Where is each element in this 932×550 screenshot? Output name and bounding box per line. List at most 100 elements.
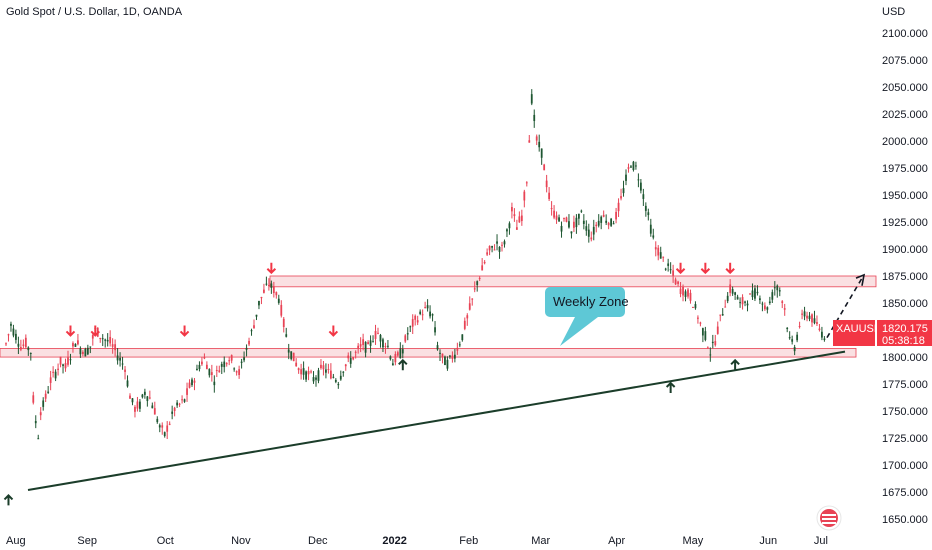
candle-body xyxy=(533,114,536,121)
candle-body xyxy=(791,339,794,342)
candle-body xyxy=(818,328,821,331)
candle-body xyxy=(630,166,632,168)
candle-body xyxy=(756,291,759,294)
candle-body xyxy=(196,368,198,371)
candle-body xyxy=(620,196,622,199)
candle-body xyxy=(228,360,231,362)
candle-body xyxy=(669,269,672,271)
candle-body xyxy=(191,379,193,386)
candle-body xyxy=(439,352,441,354)
candle-body xyxy=(116,355,119,361)
candle-body xyxy=(322,365,325,370)
candle-body xyxy=(372,341,374,343)
candle-body xyxy=(491,245,493,248)
candle-body xyxy=(86,347,89,355)
candle-body xyxy=(595,224,598,227)
candle-body xyxy=(426,305,429,309)
candle-body xyxy=(783,308,786,310)
candle-body xyxy=(724,306,727,308)
candle-body xyxy=(5,343,7,345)
candle-body xyxy=(404,335,407,342)
candle-body xyxy=(317,370,320,381)
candle-body xyxy=(416,320,419,323)
candle-body xyxy=(697,317,699,319)
candle-body xyxy=(104,339,107,341)
markers-layer xyxy=(3,262,740,506)
candle-body xyxy=(538,141,541,148)
candle-body xyxy=(754,288,756,299)
candle-body xyxy=(811,314,813,323)
candle-body xyxy=(565,217,568,222)
last-price-value: 1820.175 xyxy=(882,323,928,335)
candle-body xyxy=(22,344,25,346)
candle-body xyxy=(411,319,414,327)
candle-body xyxy=(483,261,486,264)
candle-body xyxy=(813,318,816,324)
candle-body xyxy=(704,331,707,340)
candle-body xyxy=(694,304,697,309)
candle-body xyxy=(354,351,357,353)
candle-body xyxy=(158,425,161,428)
candle-body xyxy=(342,371,345,373)
candle-body xyxy=(771,292,774,300)
candle-body xyxy=(277,298,280,303)
candle-body xyxy=(543,164,546,171)
candle-body xyxy=(213,381,216,386)
candle-body xyxy=(468,303,471,310)
candle-body xyxy=(486,252,489,255)
candle-body xyxy=(568,221,570,228)
candle-body xyxy=(778,290,781,292)
candle-body xyxy=(37,438,40,440)
candle-body xyxy=(44,393,47,399)
candle-body xyxy=(602,214,605,217)
candle-body xyxy=(597,220,600,226)
candle-body xyxy=(59,356,62,365)
candle-body xyxy=(272,286,275,294)
candle-body xyxy=(250,330,253,332)
candle-body xyxy=(488,245,491,251)
candle-body xyxy=(575,217,578,228)
candle-body xyxy=(29,353,32,355)
down-arrow-icon xyxy=(90,325,100,337)
y-tick-label: 1700.000 xyxy=(882,460,928,472)
candle-body xyxy=(798,326,801,328)
candle-body xyxy=(657,247,660,256)
candles-layer xyxy=(5,89,826,440)
candle-body xyxy=(520,215,523,222)
candle-body xyxy=(781,301,784,304)
candle-body xyxy=(253,325,255,329)
candle-body xyxy=(701,328,704,336)
candle-body xyxy=(570,231,573,234)
projection-arrowhead xyxy=(855,273,866,286)
candle-body xyxy=(382,339,384,348)
y-tick-label: 2050.000 xyxy=(882,82,928,94)
candle-body xyxy=(282,318,285,327)
candle-body xyxy=(74,343,77,347)
candle-body xyxy=(476,281,479,285)
tradingview-logo-icon xyxy=(816,505,842,531)
candle-body xyxy=(731,289,734,294)
candle-body xyxy=(610,218,613,226)
x-tick-label: Dec xyxy=(308,535,328,547)
candle-body xyxy=(503,241,506,245)
x-tick-label: Jun xyxy=(759,535,777,547)
candle-body xyxy=(39,412,42,416)
y-tick-label: 2025.000 xyxy=(882,109,928,121)
candle-body xyxy=(297,368,300,371)
candle-body xyxy=(263,289,265,293)
candle-body xyxy=(364,341,367,353)
x-tick-label: Jul xyxy=(814,535,828,547)
candle-body xyxy=(148,397,151,399)
candle-body xyxy=(391,363,394,366)
candle-body xyxy=(461,334,464,341)
candle-body xyxy=(339,375,342,380)
candle-body xyxy=(719,314,722,316)
candle-body xyxy=(205,364,208,370)
candle-body xyxy=(558,217,560,222)
candle-body xyxy=(183,399,186,402)
candle-body xyxy=(176,402,179,406)
candle-body xyxy=(337,384,340,386)
x-tick-label: Mar xyxy=(531,535,550,547)
candle-body xyxy=(763,305,766,310)
